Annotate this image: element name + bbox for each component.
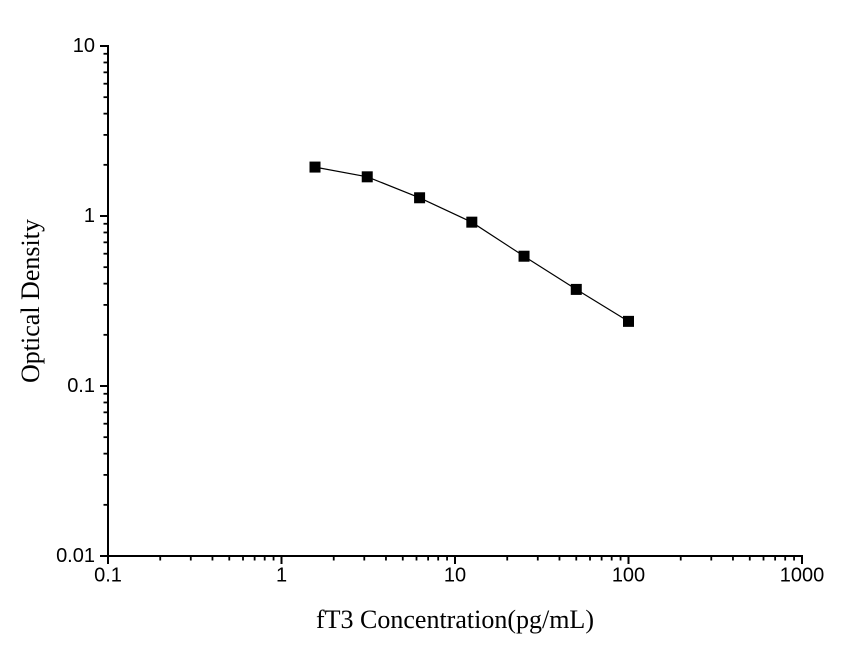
x-tick-label: 0.1 bbox=[94, 565, 122, 587]
data-point-marker bbox=[361, 171, 373, 183]
data-point-marker bbox=[309, 161, 321, 173]
x-axis-title: fT3 Concentration(pg/mL) bbox=[316, 605, 594, 634]
x-tick-label: 10 bbox=[444, 565, 466, 587]
x-tick-label: 1000 bbox=[780, 565, 825, 587]
series-line bbox=[314, 166, 629, 322]
data-point-marker bbox=[570, 283, 582, 295]
data-point-marker bbox=[518, 250, 530, 262]
x-tick-label: 1 bbox=[276, 565, 287, 587]
y-tick-label: 0.1 bbox=[67, 375, 95, 397]
y-tick-label: 0.01 bbox=[56, 545, 95, 567]
data-point-marker bbox=[466, 216, 478, 228]
y-tick-label: 10 bbox=[73, 35, 95, 57]
y-axis-title: Optical Density bbox=[16, 219, 45, 383]
y-tick-label: 1 bbox=[84, 205, 95, 227]
data-point-marker bbox=[414, 192, 426, 204]
data-point-marker bbox=[623, 315, 634, 327]
x-tick-label: 100 bbox=[612, 565, 645, 587]
